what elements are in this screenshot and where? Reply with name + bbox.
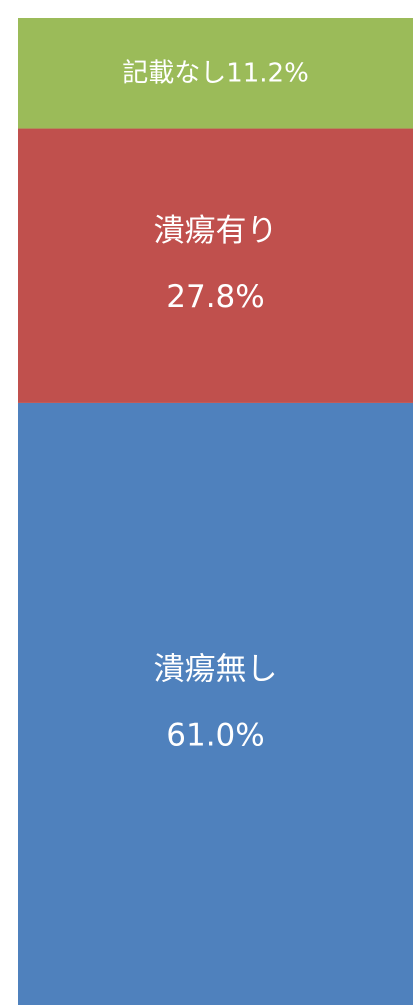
series-name: 潰瘍有り xyxy=(154,213,278,249)
segment-label: 記載なし11.2% xyxy=(122,58,309,88)
series-name: 記載なし xyxy=(122,58,226,88)
value-label: 61.0% xyxy=(166,717,264,753)
bar-segment xyxy=(18,128,413,403)
series-name: 潰瘍無し xyxy=(154,651,278,687)
bar-segment xyxy=(18,18,413,129)
value-label: 11.2% xyxy=(226,58,309,88)
bar-segment xyxy=(18,402,413,1005)
value-label: 27.8% xyxy=(166,279,264,315)
